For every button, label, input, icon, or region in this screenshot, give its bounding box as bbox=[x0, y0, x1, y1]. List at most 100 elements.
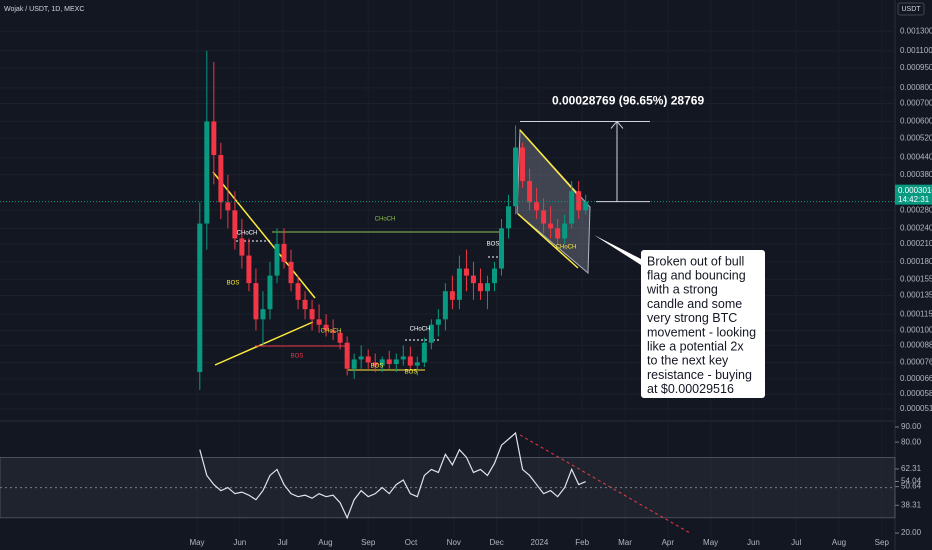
trendline bbox=[517, 213, 579, 269]
y-tick-label: 0.00028000 bbox=[900, 205, 932, 214]
price-label-bg bbox=[895, 184, 932, 205]
rsi-tick-label: 62.31 bbox=[901, 464, 922, 473]
candle-body bbox=[323, 324, 329, 331]
candle-body bbox=[386, 359, 392, 364]
candle-body bbox=[379, 359, 385, 366]
callout-text: very strong BTC bbox=[647, 311, 737, 325]
y-tick-label: 0.00007600 bbox=[900, 358, 932, 367]
x-tick-label: Apr bbox=[662, 538, 675, 547]
x-tick-label: Jul bbox=[277, 538, 287, 547]
callout-text: flag and bouncing bbox=[647, 268, 746, 282]
candle-body bbox=[358, 356, 364, 360]
candle-body bbox=[288, 261, 294, 284]
rsi-tick-label: 50.64 bbox=[901, 482, 922, 491]
candle-body bbox=[211, 121, 217, 156]
candle-body bbox=[527, 181, 533, 203]
x-tick-label: Feb bbox=[575, 538, 589, 547]
candle-body bbox=[344, 342, 350, 369]
candle-body bbox=[576, 191, 582, 211]
candle-body bbox=[330, 330, 336, 333]
y-tick-label: 0.00052000 bbox=[900, 133, 932, 142]
candle-body bbox=[442, 291, 448, 320]
annotation: CHoCH bbox=[410, 327, 431, 333]
callout-text: with a strong bbox=[646, 283, 718, 297]
callout-text: to the next key bbox=[647, 354, 729, 368]
y-tick-label: 0.00005800 bbox=[900, 389, 932, 398]
y-tick-label: 0.00130000 bbox=[900, 26, 932, 35]
candle-body bbox=[232, 210, 238, 239]
x-tick-label: Jun bbox=[747, 538, 760, 547]
annotation: BOS bbox=[291, 354, 304, 360]
candle-body bbox=[267, 275, 273, 310]
candle-body bbox=[491, 268, 497, 284]
candle-body bbox=[506, 206, 512, 229]
x-tick-label: Sep bbox=[875, 538, 890, 547]
rsi-tick-label: 20.00 bbox=[901, 528, 922, 537]
measure-label: 0.00028769 (96.65%) 28769 bbox=[552, 94, 704, 108]
y-tick-label: 0.00018000 bbox=[900, 257, 932, 266]
annotation: BOS bbox=[487, 242, 500, 248]
rsi-tick-label: 80.00 bbox=[901, 437, 922, 446]
candle-body bbox=[414, 362, 420, 366]
candle-body bbox=[274, 243, 280, 276]
y-tick-label: 0.00013500 bbox=[900, 291, 932, 300]
candle-body bbox=[260, 309, 266, 320]
y-tick-label: 0.00044000 bbox=[900, 153, 932, 162]
candle-body bbox=[316, 319, 322, 325]
chart-title: Wojak / USDT, 1D, MEXC bbox=[4, 6, 84, 13]
candle-body bbox=[534, 202, 540, 211]
x-tick-label: Jul bbox=[791, 538, 801, 547]
y-tick-label: 0.00006600 bbox=[900, 374, 932, 383]
callout-pointer bbox=[594, 235, 641, 265]
annotation: CHoCH bbox=[375, 217, 396, 223]
y-tick-label: 0.00038000 bbox=[900, 170, 932, 179]
y-tick-label: 0.00015500 bbox=[900, 274, 932, 283]
rsi-trendline bbox=[519, 434, 691, 534]
annotation: BOS bbox=[227, 281, 240, 287]
y-tick-label: 0.00060000 bbox=[900, 117, 932, 126]
candle-body bbox=[197, 223, 203, 373]
candle-body bbox=[407, 356, 413, 366]
callout-text: resistance - buying bbox=[647, 368, 752, 382]
candle-body bbox=[281, 243, 287, 262]
y-tick-label: 0.00008800 bbox=[900, 340, 932, 349]
x-tick-label: Aug bbox=[318, 538, 332, 547]
x-tick-label: 2024 bbox=[531, 538, 549, 547]
x-tick-label: May bbox=[703, 538, 718, 547]
candle-body bbox=[548, 223, 554, 229]
x-tick-label: Sep bbox=[361, 538, 376, 547]
candle-body bbox=[499, 228, 505, 269]
candle-body bbox=[541, 210, 547, 224]
x-tick-label: Oct bbox=[405, 538, 418, 547]
currency-box bbox=[897, 2, 925, 16]
y-tick-label: 0.00024000 bbox=[900, 223, 932, 232]
trendline bbox=[214, 321, 314, 366]
callout-text: at $0.00029516 bbox=[647, 382, 734, 396]
rsi-line bbox=[199, 431, 586, 520]
candle-body bbox=[470, 275, 476, 284]
candle-body bbox=[583, 201, 589, 211]
callout-text: movement - looking bbox=[647, 325, 756, 339]
candle-body bbox=[477, 283, 483, 292]
annotation: BOS bbox=[371, 364, 384, 370]
last-price-label: 0.00030169 bbox=[898, 186, 932, 195]
y-tick-label: 0.00070000 bbox=[900, 99, 932, 108]
rsi-tick-label: 38.31 bbox=[901, 500, 922, 509]
y-tick-label: 0.00080000 bbox=[900, 83, 932, 92]
y-tick-label: 0.00095000 bbox=[900, 63, 932, 72]
candle-body bbox=[365, 356, 371, 363]
x-tick-label: Aug bbox=[832, 538, 846, 547]
annotation: CHoCH bbox=[237, 231, 258, 237]
candle-body bbox=[555, 228, 561, 239]
candle-body bbox=[295, 283, 301, 300]
candle-body bbox=[225, 202, 231, 211]
callout-text: Broken out of bull bbox=[647, 254, 744, 268]
annotation: CHoCH bbox=[556, 245, 577, 251]
candle-body bbox=[337, 332, 343, 343]
candle-body bbox=[309, 309, 315, 320]
candle-body bbox=[435, 319, 441, 325]
arrow-head bbox=[610, 120, 624, 129]
candle-body bbox=[302, 299, 308, 310]
candle-body bbox=[393, 359, 399, 364]
